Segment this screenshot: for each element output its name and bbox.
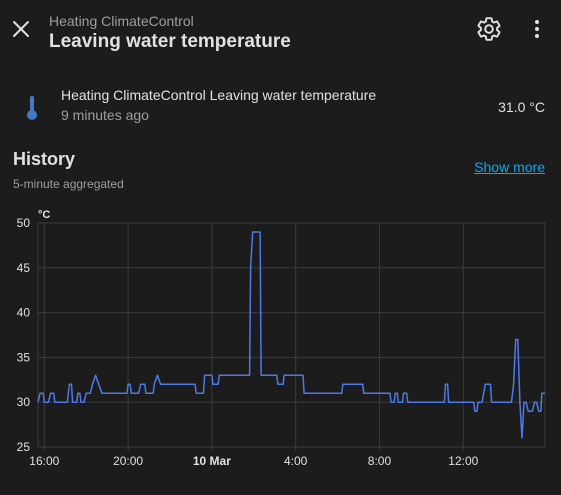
more-vertical-icon xyxy=(535,20,539,24)
series-line xyxy=(37,231,545,439)
dialog-header: Heating ClimateControl Leaving water tem… xyxy=(0,0,561,62)
close-button[interactable] xyxy=(9,17,33,41)
history-chart[interactable]: 25 30 35 40 45 50 16:00 20:00 10 Mar 4:00 8:00 12:0… xyxy=(0,200,561,490)
show-more-link[interactable]: Show more xyxy=(474,159,545,175)
y-tick-label: 30 xyxy=(17,395,31,409)
settings-button[interactable] xyxy=(476,16,502,42)
y-tick-label: 40 xyxy=(17,306,31,320)
thermometer-icon xyxy=(27,96,37,120)
x-tick-label: 4:00 xyxy=(284,454,308,468)
x-tick-label: 16:00 xyxy=(29,454,59,468)
history-aggregation-note: 5-minute aggregated xyxy=(13,177,124,191)
entity-last-changed: 9 minutes ago xyxy=(61,107,149,123)
close-icon xyxy=(13,21,29,37)
entity-device-name: Heating ClimateControl xyxy=(49,13,194,29)
x-tick-label: 20:00 xyxy=(113,454,143,468)
y-axis-unit: °C xyxy=(38,209,50,221)
plot-frame xyxy=(37,222,546,448)
entity-state: 31.0 °C xyxy=(498,99,545,115)
y-tick-label: 50 xyxy=(17,216,31,230)
gear-icon xyxy=(477,17,501,41)
x-tick-label: 12:00 xyxy=(448,454,478,468)
entity-name: Heating ClimateControl Leaving water tem… xyxy=(61,87,377,103)
more-options-button[interactable] xyxy=(528,17,546,41)
y-tick-label: 25 xyxy=(17,440,31,454)
x-tick-label: 10 Mar xyxy=(193,454,231,468)
history-heading: History xyxy=(13,149,76,169)
y-tick-label: 35 xyxy=(17,350,31,364)
dialog-title: Leaving water temperature xyxy=(49,31,291,52)
x-tick-label: 8:00 xyxy=(368,454,392,468)
y-tick-label: 45 xyxy=(17,261,31,275)
